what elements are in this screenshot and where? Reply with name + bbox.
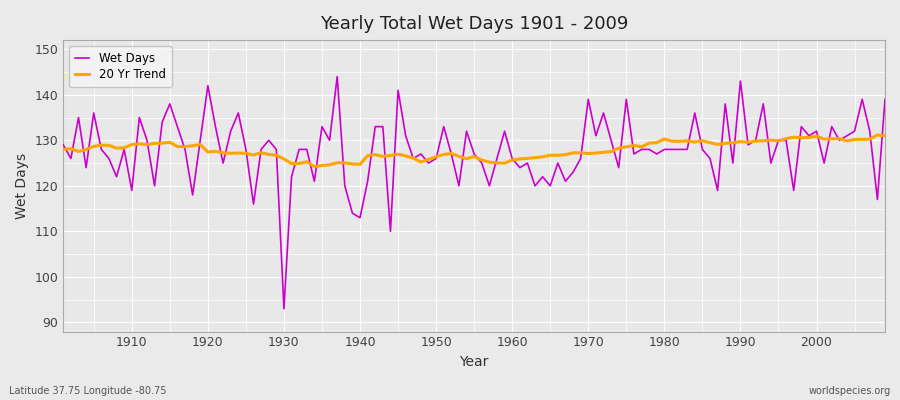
20 Yr Trend	[879, 133, 890, 138]
20 Yr Trend	[309, 164, 320, 169]
Wet Days	[119, 147, 130, 152]
Wet Days	[522, 161, 533, 166]
Line: 20 Yr Trend: 20 Yr Trend	[63, 135, 885, 166]
Legend: Wet Days, 20 Yr Trend: Wet Days, 20 Yr Trend	[69, 46, 172, 87]
Wet Days	[879, 97, 890, 102]
20 Yr Trend	[339, 160, 350, 165]
Wet Days	[515, 165, 526, 170]
X-axis label: Year: Year	[460, 355, 489, 369]
20 Yr Trend	[507, 158, 517, 162]
20 Yr Trend	[872, 132, 883, 137]
Text: Latitude 37.75 Longitude -80.75: Latitude 37.75 Longitude -80.75	[9, 386, 166, 396]
Wet Days	[613, 165, 624, 170]
Title: Yearly Total Wet Days 1901 - 2009: Yearly Total Wet Days 1901 - 2009	[320, 15, 628, 33]
Y-axis label: Wet Days: Wet Days	[15, 153, 29, 219]
20 Yr Trend	[58, 147, 68, 152]
Text: worldspecies.org: worldspecies.org	[809, 386, 891, 396]
Wet Days	[58, 142, 68, 147]
Line: Wet Days: Wet Days	[63, 76, 885, 309]
Wet Days	[332, 74, 343, 79]
20 Yr Trend	[606, 149, 616, 154]
Wet Days	[278, 306, 289, 311]
20 Yr Trend	[286, 161, 297, 166]
Wet Days	[293, 147, 304, 152]
Wet Days	[347, 211, 358, 216]
20 Yr Trend	[515, 156, 526, 161]
20 Yr Trend	[119, 145, 130, 150]
